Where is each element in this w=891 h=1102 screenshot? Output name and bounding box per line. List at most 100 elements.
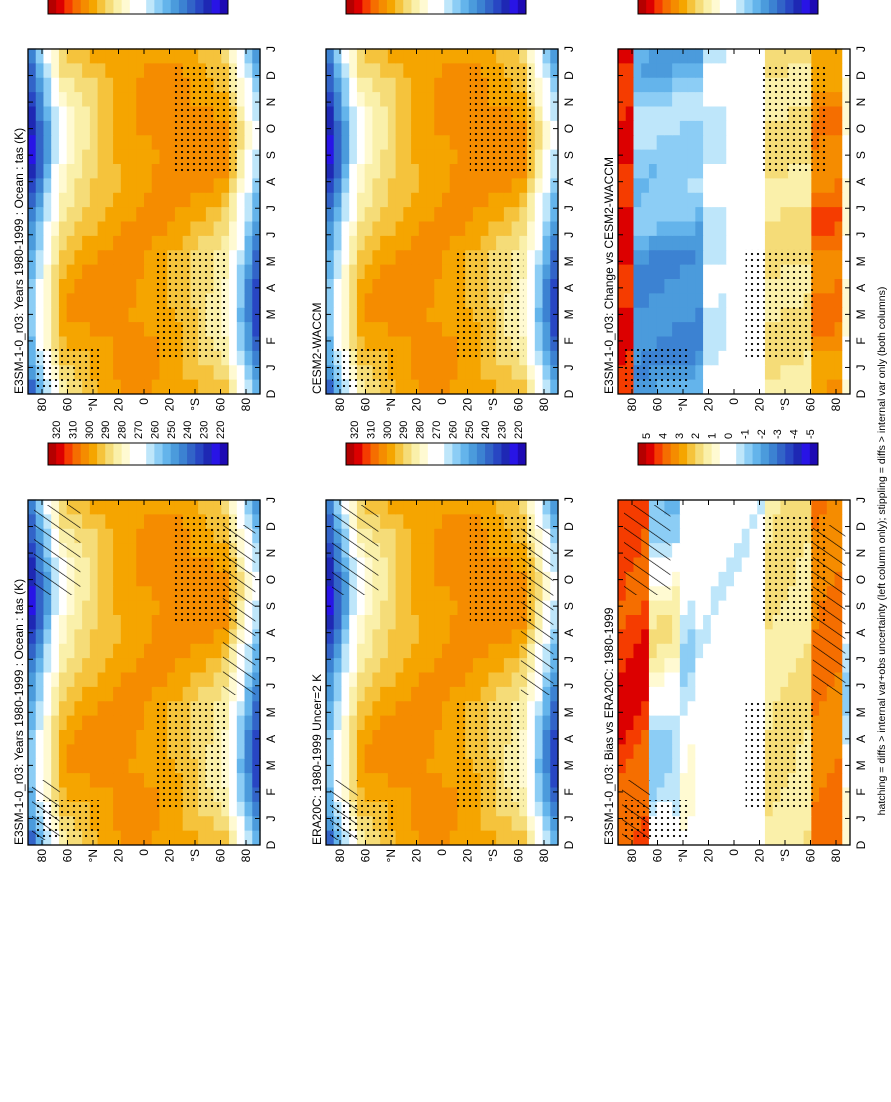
heatmap-cell (718, 307, 727, 323)
heatmap-cell (741, 671, 751, 687)
heatmap-cell (834, 335, 843, 351)
colorbar-swatch (662, 0, 672, 14)
heatmap-cell (74, 758, 83, 774)
heatmap-cell (703, 220, 712, 236)
heatmap-cell (380, 134, 389, 150)
heatmap-cell (834, 379, 843, 394)
heatmap-cell (89, 335, 99, 351)
heatmap-cell (113, 513, 122, 529)
heatmap-cell (387, 628, 397, 644)
heatmap-cell (387, 91, 397, 107)
heatmap-cell (97, 715, 106, 730)
heatmap-cell (128, 600, 137, 615)
heatmap-cell (819, 499, 828, 515)
heatmap-cell (757, 206, 766, 222)
heatmap-cell (695, 715, 704, 730)
heatmap-cell (252, 220, 261, 236)
heatmap-cell (542, 149, 551, 164)
heatmap-cell (749, 614, 758, 630)
heatmap-cell (144, 786, 153, 802)
heatmap-cell (703, 192, 712, 208)
heatmap-cell (834, 715, 843, 730)
heatmap-cell (97, 350, 106, 366)
x-tick-label: N (264, 98, 278, 107)
heatmap-cell (633, 628, 642, 644)
heatmap-cell (687, 278, 696, 294)
heatmap-cell (174, 235, 184, 251)
colorbar-swatch (427, 443, 437, 465)
heatmap-cell (641, 62, 650, 78)
heatmap-cell (105, 715, 114, 730)
heatmap-cell (703, 134, 712, 150)
heatmap-cell (120, 249, 130, 265)
x-tick-label: M (854, 707, 868, 717)
heatmap-cell (190, 671, 199, 687)
heatmap-cell (710, 542, 720, 558)
heatmap-cell (120, 815, 130, 831)
heatmap-cell (364, 77, 374, 93)
heatmap-cell (834, 120, 843, 136)
heatmap-cell (151, 379, 161, 394)
colorbar-label: 270 (133, 421, 145, 439)
heatmap-cell (244, 786, 253, 802)
heatmap-cell (418, 134, 428, 150)
heatmap-cell (672, 307, 681, 323)
heatmap-cell (151, 48, 161, 64)
heatmap-cell (426, 513, 435, 529)
heatmap-cell (449, 163, 459, 179)
heatmap-cell (703, 364, 712, 380)
heatmap-cell (734, 815, 743, 831)
heatmap-cell (144, 528, 153, 544)
heatmap-cell (105, 528, 114, 544)
heatmap-cell (136, 657, 145, 673)
heatmap-cell (372, 321, 381, 337)
heatmap-cell (113, 220, 122, 236)
heatmap-cell (97, 772, 106, 788)
heatmap-cell (449, 528, 459, 544)
heatmap-cell (113, 772, 122, 788)
heatmap-cell (326, 192, 335, 208)
heatmap-cell (695, 657, 704, 673)
heatmap-cell (43, 206, 52, 222)
heatmap-cell (749, 499, 758, 515)
heatmap-cell (356, 163, 366, 179)
heatmap-cell (734, 571, 743, 587)
heatmap-cell (442, 292, 451, 308)
heatmap-cell (426, 364, 435, 380)
heatmap-cell (757, 671, 766, 687)
heatmap-cell (718, 815, 727, 831)
heatmap-cell (66, 772, 75, 788)
heatmap-cell (326, 62, 335, 78)
heatmap-cell (120, 801, 130, 817)
heatmap-cell (726, 801, 735, 817)
x-tick-label: J (264, 497, 278, 503)
heatmap-cell (136, 729, 145, 745)
heatmap-cell (364, 729, 374, 745)
heatmap-cell (633, 192, 642, 208)
colorbar-swatch (403, 443, 412, 465)
colorbar-swatch (719, 443, 729, 465)
heatmap-cell (89, 321, 99, 337)
heatmap-cell (503, 671, 513, 687)
heatmap-cell (35, 62, 45, 78)
heatmap-cell (395, 513, 404, 529)
heatmap-cell (641, 758, 650, 774)
heatmap-cell (718, 758, 727, 774)
y-tick-label: 20 (702, 398, 716, 412)
heatmap-cell (356, 715, 366, 730)
colorbar-swatch (386, 443, 396, 465)
heatmap-cell (503, 177, 513, 193)
heatmap-cell (664, 643, 673, 659)
heatmap-cell (418, 743, 428, 759)
heatmap-cell (97, 249, 106, 265)
heatmap-cell (333, 105, 343, 121)
heatmap-cell (656, 686, 665, 702)
heatmap-cell (687, 307, 696, 323)
heatmap-cell (764, 206, 774, 222)
colorbar-swatch (728, 443, 737, 465)
heatmap-cell (480, 643, 490, 659)
heatmap-cell (434, 278, 443, 294)
heatmap-cell (726, 700, 735, 716)
heatmap-cell (542, 134, 551, 150)
heatmap-cell (120, 614, 130, 630)
